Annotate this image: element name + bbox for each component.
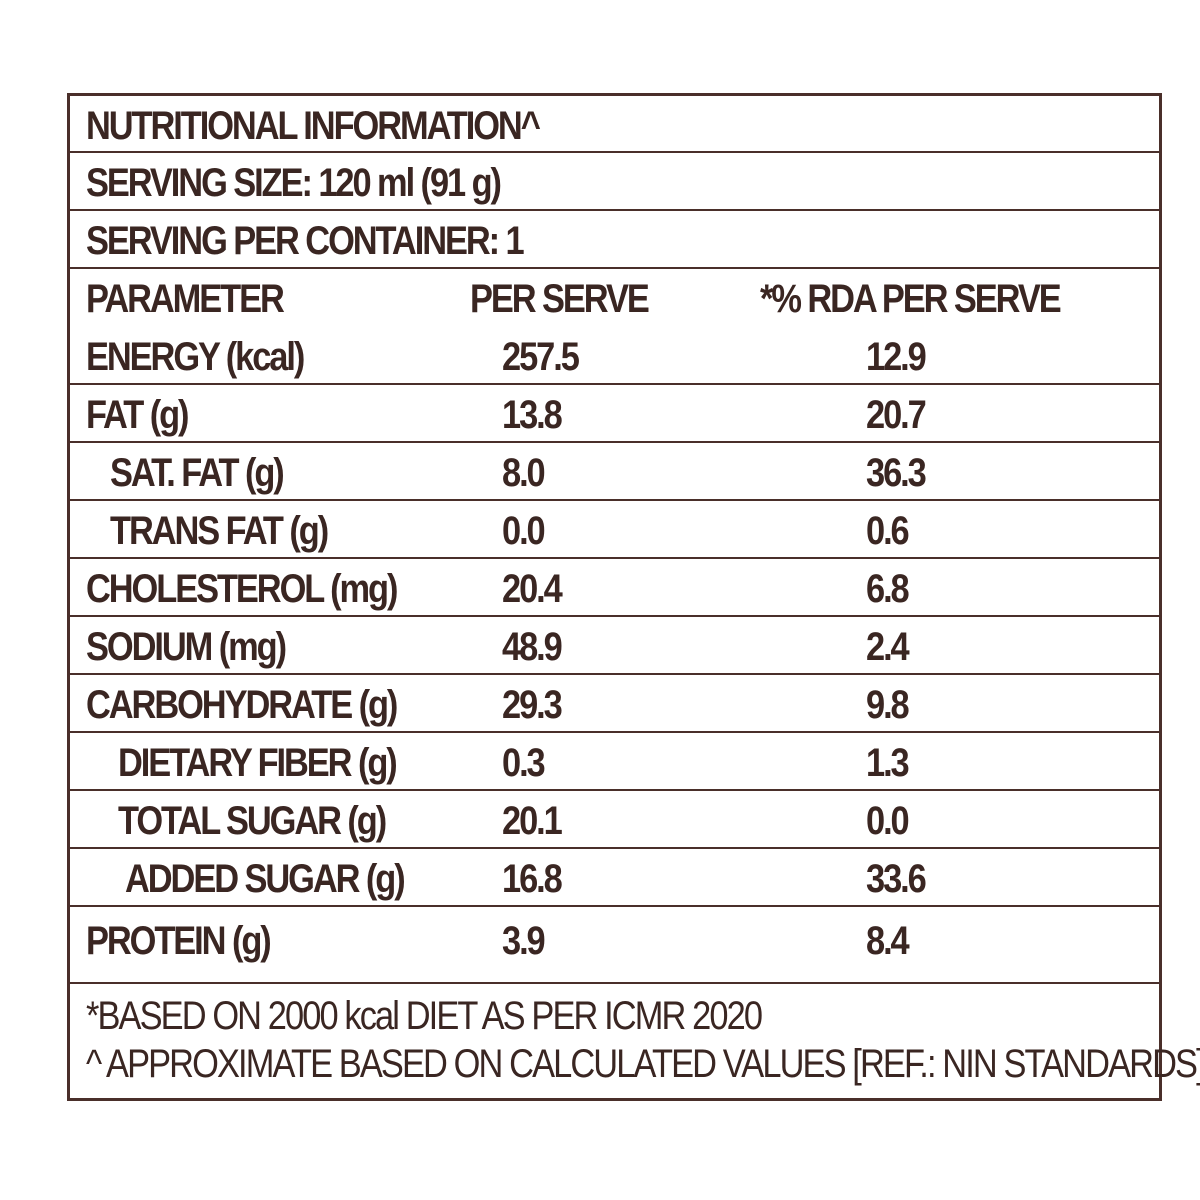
row-per-serve: 29.3 bbox=[502, 683, 563, 727]
row-parameter: ENERGY (kcal) bbox=[86, 335, 305, 379]
table-row: SAT. FAT (g) 8.0 36.3 bbox=[70, 443, 1159, 501]
row-parameter: SAT. FAT (g) bbox=[110, 451, 285, 495]
row-per-serve: 13.8 bbox=[502, 393, 563, 437]
title-row: NUTRITIONAL INFORMATION^ bbox=[70, 96, 1159, 153]
panel-title: NUTRITIONAL INFORMATION^ bbox=[86, 104, 541, 148]
row-rda: 6.8 bbox=[866, 567, 910, 611]
row-parameter: TOTAL SUGAR (g) bbox=[118, 799, 387, 843]
row-rda: 33.6 bbox=[866, 857, 927, 901]
row-per-serve: 20.4 bbox=[502, 567, 563, 611]
row-per-serve: 20.1 bbox=[502, 799, 563, 843]
row-rda: 0.6 bbox=[866, 509, 910, 553]
row-per-serve: 0.0 bbox=[502, 509, 546, 553]
row-rda: 36.3 bbox=[866, 451, 927, 495]
servings-per-container-row: SERVING PER CONTAINER: 1 bbox=[70, 211, 1159, 269]
serving-size-row: SERVING SIZE: 120 ml (91 g) bbox=[70, 153, 1159, 211]
nutrition-facts-panel: NUTRITIONAL INFORMATION^ SERVING SIZE: 1… bbox=[67, 93, 1200, 1101]
column-header-row: PARAMETER PER SERVE *% RDA PER SERVE bbox=[70, 269, 1159, 327]
row-parameter: CHOLESTEROL (mg) bbox=[86, 567, 398, 611]
row-parameter: CARBOHYDRATE (g) bbox=[86, 683, 398, 727]
column-header-rda: *% RDA PER SERVE bbox=[760, 277, 1062, 321]
table-row: ENERGY (kcal) 257.5 12.9 bbox=[70, 327, 1159, 385]
row-per-serve: 48.9 bbox=[502, 625, 563, 669]
row-rda: 8.4 bbox=[866, 919, 910, 963]
row-rda: 0.0 bbox=[866, 799, 910, 843]
table-row: TRANS FAT (g) 0.0 0.6 bbox=[70, 501, 1159, 559]
row-per-serve: 3.9 bbox=[502, 919, 546, 963]
column-header-per-serve: PER SERVE bbox=[470, 277, 650, 321]
servings-per-container: SERVING PER CONTAINER: 1 bbox=[86, 219, 525, 263]
table-row: CARBOHYDRATE (g) 29.3 9.8 bbox=[70, 675, 1159, 733]
row-parameter: PROTEIN (g) bbox=[86, 919, 272, 963]
table-row: DIETARY FIBER (g) 0.3 1.3 bbox=[70, 733, 1159, 791]
row-parameter: TRANS FAT (g) bbox=[110, 509, 329, 553]
table-row: CHOLESTEROL (mg) 20.4 6.8 bbox=[70, 559, 1159, 617]
row-parameter: DIETARY FIBER (g) bbox=[118, 741, 398, 785]
row-rda: 1.3 bbox=[866, 741, 910, 785]
table-row: PROTEIN (g) 3.9 8.4 bbox=[70, 907, 1159, 982]
serving-size: SERVING SIZE: 120 ml (91 g) bbox=[86, 161, 502, 205]
table-row: FAT (g) 13.8 20.7 bbox=[70, 385, 1159, 443]
row-per-serve: 8.0 bbox=[502, 451, 546, 495]
table-row: SODIUM (mg) 48.9 2.4 bbox=[70, 617, 1159, 675]
row-parameter: ADDED SUGAR (g) bbox=[125, 857, 406, 901]
row-rda: 12.9 bbox=[866, 335, 927, 379]
table-row: TOTAL SUGAR (g) 20.1 0.0 bbox=[70, 791, 1159, 849]
row-per-serve: 0.3 bbox=[502, 741, 546, 785]
row-parameter: FAT (g) bbox=[86, 393, 190, 437]
footnotes: *BASED ON 2000 kcal DIET AS PER ICMR 202… bbox=[70, 982, 1200, 1101]
row-parameter: SODIUM (mg) bbox=[86, 625, 287, 669]
table-row: ADDED SUGAR (g) 16.8 33.6 bbox=[70, 849, 1159, 907]
row-rda: 2.4 bbox=[866, 625, 910, 669]
row-per-serve: 257.5 bbox=[502, 335, 580, 379]
column-header-parameter: PARAMETER bbox=[86, 277, 285, 321]
footnote-approximate-values: ^ APPROXIMATE BASED ON CALCULATED VALUES… bbox=[86, 1042, 1200, 1086]
row-per-serve: 16.8 bbox=[502, 857, 563, 901]
row-rda: 20.7 bbox=[866, 393, 927, 437]
footnote-rda-basis: *BASED ON 2000 kcal DIET AS PER ICMR 202… bbox=[86, 994, 763, 1038]
row-rda: 9.8 bbox=[866, 683, 910, 727]
